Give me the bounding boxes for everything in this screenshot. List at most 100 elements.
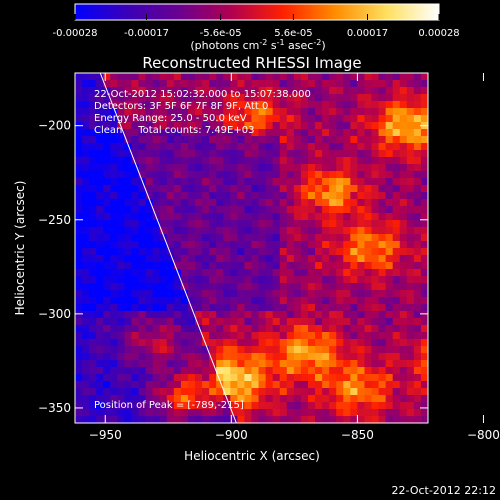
heatmap-cell (279, 248, 288, 256)
heatmap-cell (251, 115, 259, 123)
heatmap-cell (244, 234, 252, 242)
heatmap-cell (378, 136, 387, 144)
heatmap-cell (195, 388, 203, 396)
heatmap-cell (131, 360, 139, 368)
heatmap-cell (307, 122, 316, 130)
heatmap-cell (307, 248, 316, 256)
heatmap-cell (413, 388, 422, 396)
heatmap-cell (420, 276, 428, 284)
heatmap-cell (406, 290, 415, 298)
heatmap-cell (180, 339, 189, 347)
heatmap-cell (209, 416, 217, 423)
heatmap-cell (251, 94, 259, 102)
heatmap-cell (357, 101, 365, 109)
heatmap-cell (385, 402, 394, 410)
heatmap-cell (399, 150, 408, 158)
heatmap-cell (216, 360, 224, 368)
heatmap-cell (392, 115, 401, 123)
heatmap-cell (392, 269, 401, 277)
heatmap-cell (258, 353, 267, 361)
heatmap-cell (329, 304, 337, 312)
heatmap-cell (82, 94, 90, 102)
heatmap-cell (286, 311, 295, 319)
heatmap-cell (399, 318, 408, 326)
heatmap-cell (110, 325, 118, 333)
heatmap-cell (103, 360, 111, 368)
heatmap-cell (145, 115, 154, 123)
heatmap-cell (357, 185, 365, 193)
heatmap-cell (385, 206, 394, 214)
heatmap-cell (173, 164, 182, 172)
heatmap-cell (251, 346, 259, 354)
heatmap-cell (315, 346, 323, 354)
heatmap-cell (385, 164, 394, 172)
heatmap-cell (350, 409, 358, 417)
heatmap-cell (336, 150, 344, 158)
heatmap-cell (420, 129, 428, 137)
heatmap-cell (124, 213, 132, 221)
heatmap-cell (286, 248, 295, 256)
heatmap-cell (202, 101, 210, 109)
heatmap-cell (300, 360, 309, 368)
heatmap-cell (124, 143, 132, 151)
heatmap-cell (82, 87, 90, 95)
heatmap-cell (286, 262, 295, 270)
heatmap-cell (413, 220, 422, 228)
heatmap-cell (378, 388, 387, 396)
heatmap-cell (124, 241, 132, 249)
heatmap-cell (315, 171, 323, 179)
heatmap-cell (392, 332, 401, 340)
heatmap-cell (117, 234, 125, 242)
heatmap-cell (251, 311, 259, 319)
heatmap-cell (180, 143, 189, 151)
heatmap-cell (413, 122, 422, 130)
heatmap-cell (124, 157, 132, 165)
heatmap-cell (350, 213, 358, 221)
heatmap-cell (180, 325, 189, 333)
heatmap-cell (103, 234, 111, 242)
heatmap-cell (399, 185, 408, 193)
heatmap-cell (357, 255, 365, 263)
heatmap-cell (230, 290, 238, 298)
heatmap-cell (385, 115, 394, 123)
heatmap-cell (166, 395, 175, 403)
heatmap-cell (258, 241, 267, 249)
heatmap-cell (343, 304, 351, 312)
heatmap-cell (209, 304, 217, 312)
heatmap-cell (378, 157, 387, 165)
heatmap-cell (96, 311, 104, 319)
heatmap-cell (159, 213, 168, 221)
heatmap-cell (124, 381, 132, 389)
heatmap-cell (187, 290, 196, 298)
heatmap-cell (216, 108, 224, 116)
heatmap-cell (343, 402, 351, 410)
heatmap-cell (187, 94, 196, 102)
heatmap-cell (343, 122, 351, 130)
x-tick-label: −800 (467, 428, 500, 442)
heatmap-cell (187, 171, 196, 179)
heatmap-cell (96, 395, 104, 403)
heatmap-cell (244, 185, 252, 193)
heatmap-cell (350, 395, 358, 403)
heatmap-cell (357, 122, 365, 130)
heatmap-cell (413, 199, 422, 207)
heatmap-cell (293, 395, 302, 403)
heatmap-cell (82, 290, 90, 298)
heatmap-cell (279, 339, 288, 347)
heatmap-cell (413, 164, 422, 172)
heatmap-cell (138, 192, 146, 200)
heatmap-cell (413, 108, 422, 116)
heatmap-cell (187, 87, 196, 95)
heatmap-cell (399, 80, 408, 88)
heatmap-cell (166, 122, 175, 130)
heatmap-cell (279, 416, 288, 423)
colorbar-units-label: (photons cm-2 s-1 asec-2) (190, 38, 325, 52)
heatmap-cell (117, 241, 125, 249)
heatmap-cell (117, 73, 125, 81)
heatmap-cell (166, 360, 175, 368)
heatmap-cell (329, 101, 337, 109)
heatmap-cell (216, 276, 224, 284)
heatmap-cell (336, 213, 344, 221)
heatmap-cell (110, 206, 118, 214)
heatmap-cell (399, 374, 408, 382)
